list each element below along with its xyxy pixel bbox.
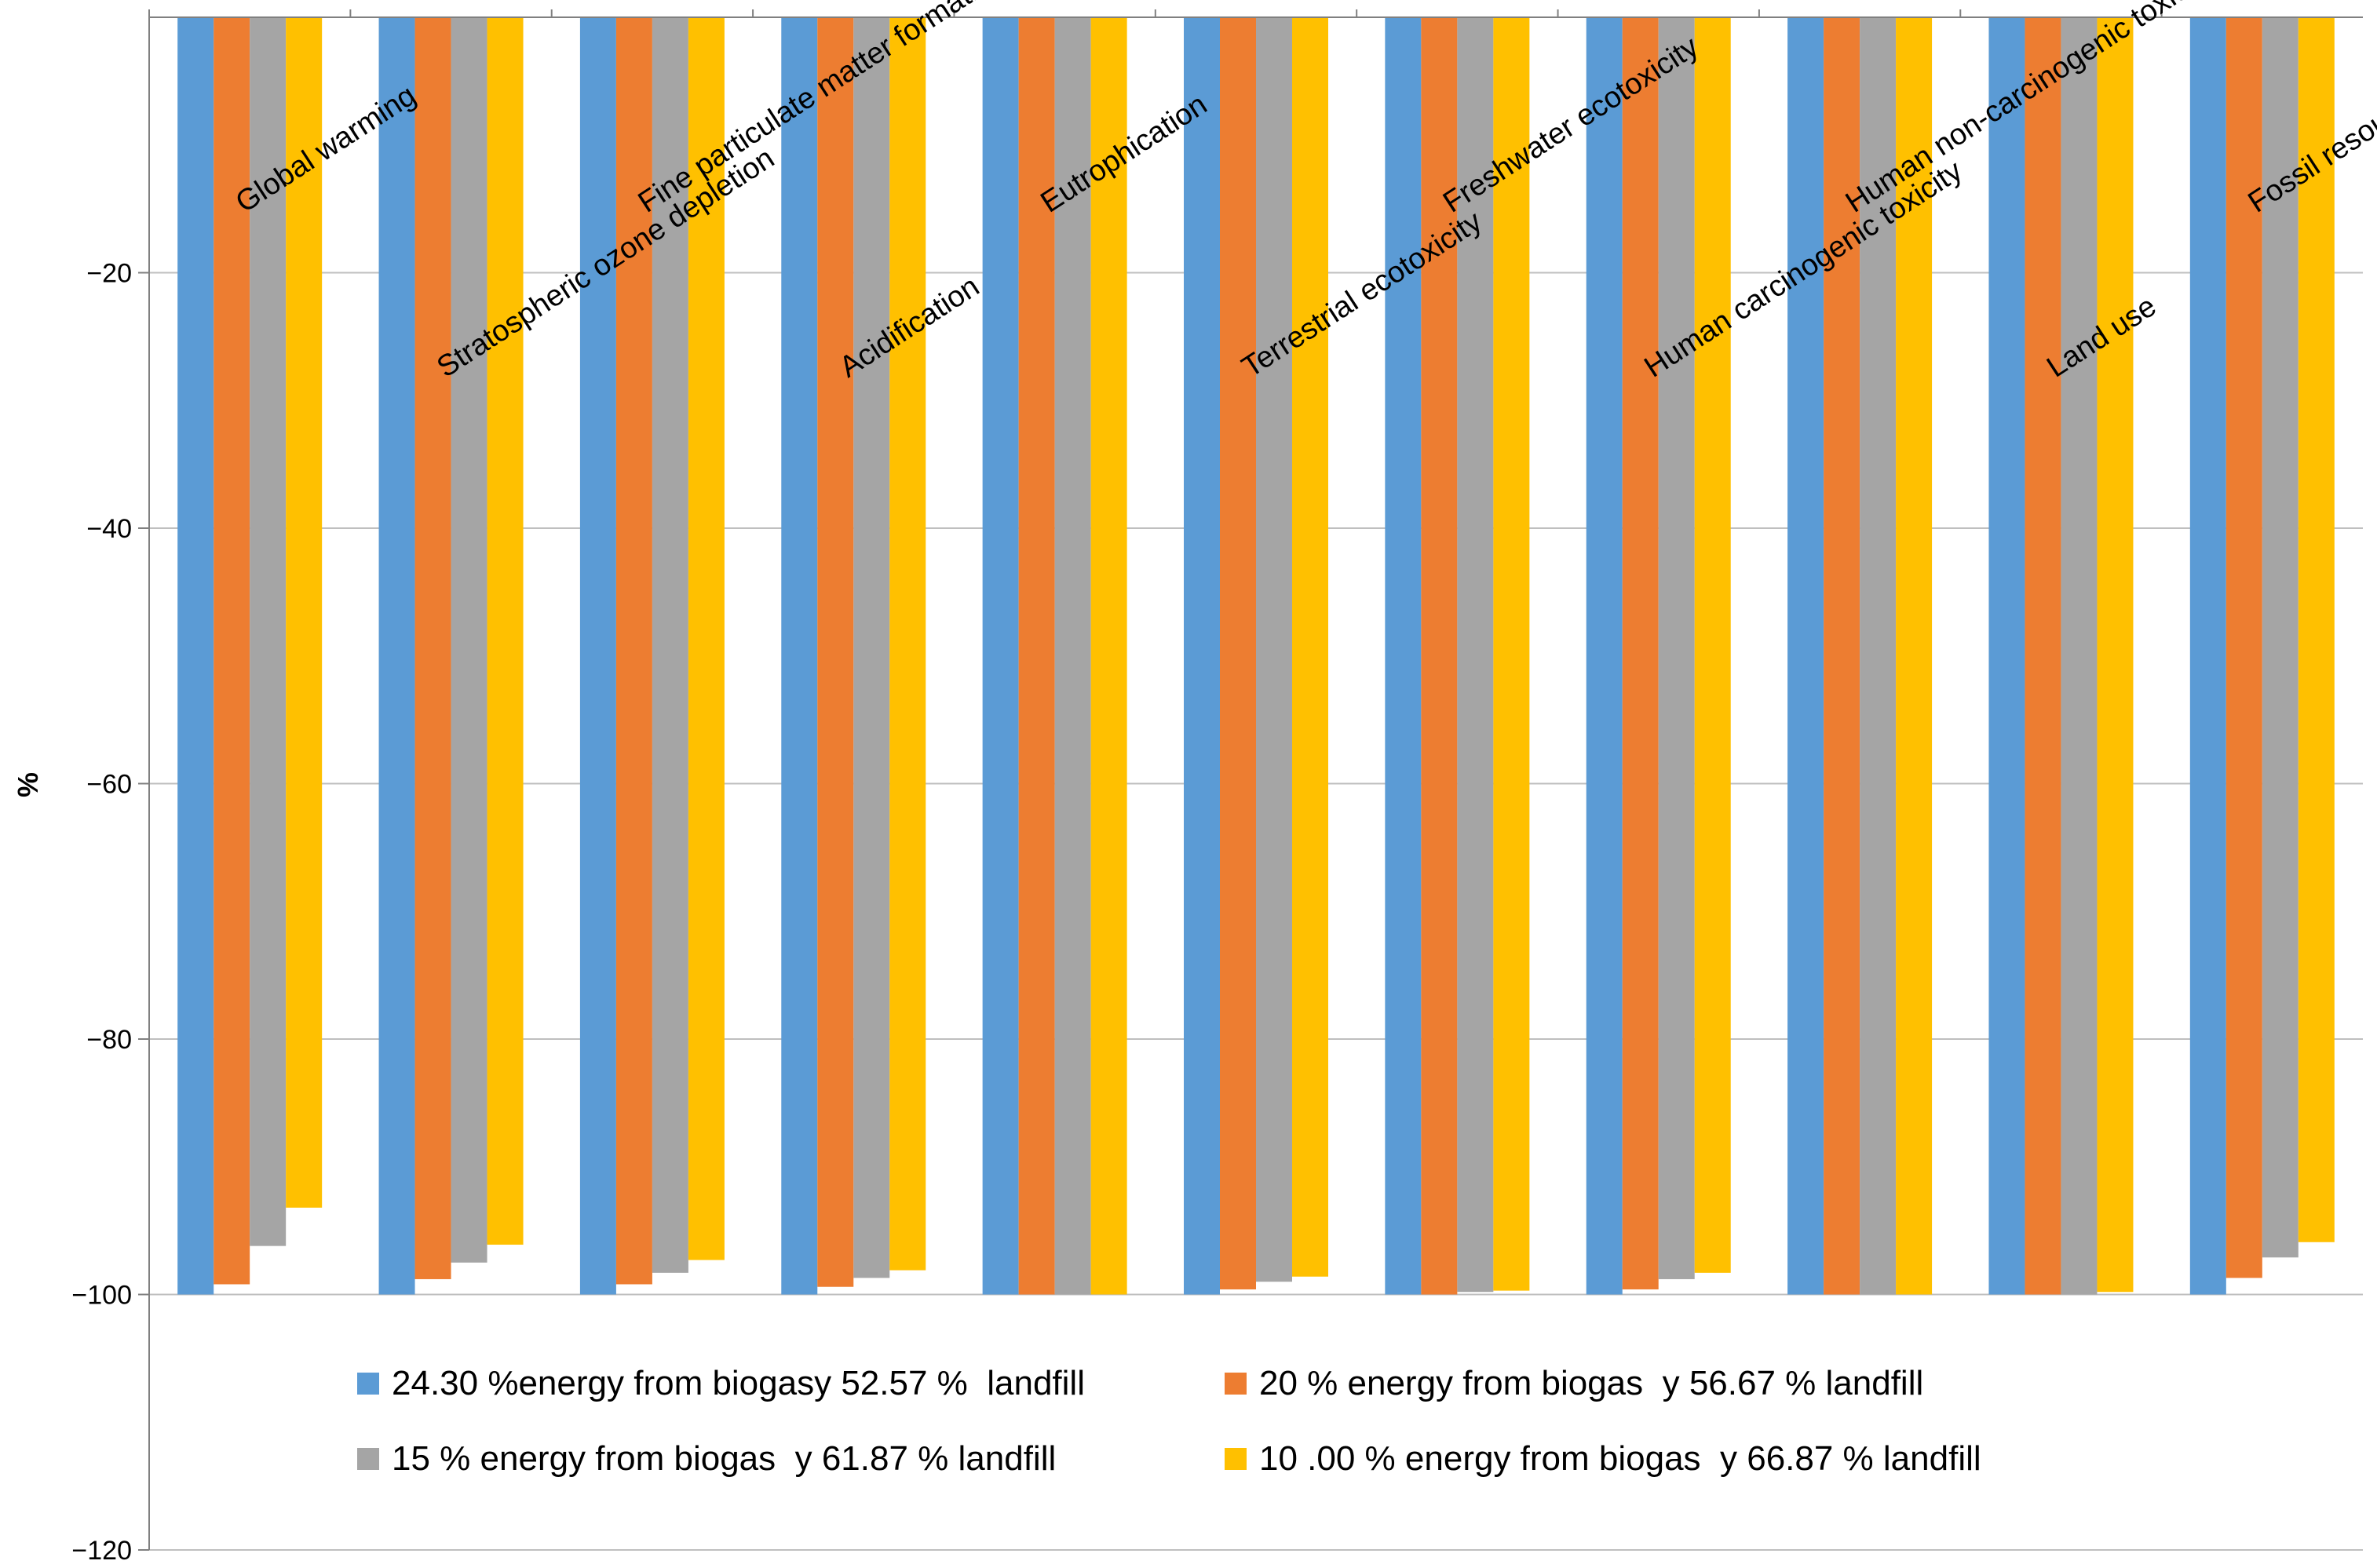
bar <box>1493 17 1530 1291</box>
legend-label: 10 .00 % energy from biogas y 66.87 % la… <box>1259 1439 1981 1478</box>
bar <box>652 17 688 1273</box>
legend-label: 15 % energy from biogas y 61.87 % landfi… <box>392 1439 1056 1478</box>
legend-swatch <box>357 1448 379 1470</box>
bar <box>889 17 926 1271</box>
bar <box>1658 17 1695 1279</box>
bar <box>1054 17 1091 1295</box>
legend-swatch <box>1225 1373 1247 1395</box>
bar <box>1586 17 1623 1295</box>
y-tick-label: −60 <box>86 770 132 800</box>
bar <box>1292 17 1328 1277</box>
bar <box>2189 17 2226 1295</box>
bar <box>688 17 725 1260</box>
bar <box>2061 17 2098 1295</box>
y-tick-label: −120 <box>71 1536 132 1566</box>
bar <box>1090 17 1127 1295</box>
bar <box>615 17 652 1285</box>
bar <box>414 17 451 1279</box>
axes: −20 −40 −60 −80 −100 −120 <box>71 9 2363 1566</box>
bar <box>2298 17 2335 1242</box>
bars <box>177 17 2335 1295</box>
legend: 24.30 %energy from biogasy 52.57 % landf… <box>357 1364 1981 1478</box>
bar <box>1457 17 1494 1293</box>
legend-label: 20 % energy from biogas y 56.67 % landfi… <box>1259 1364 1923 1402</box>
bar <box>817 17 854 1287</box>
bar <box>1694 17 1731 1273</box>
bar <box>1622 17 1659 1289</box>
bar <box>2262 17 2298 1258</box>
y-tick-label: −20 <box>86 259 132 289</box>
bar <box>1787 17 1824 1295</box>
y-axis-label: % <box>12 772 44 797</box>
bar <box>378 17 415 1295</box>
bar <box>451 17 487 1263</box>
bar <box>579 17 616 1295</box>
bar <box>2225 17 2262 1278</box>
bar <box>2025 17 2061 1295</box>
legend-swatch <box>357 1373 379 1395</box>
y-tick-label: −100 <box>71 1281 132 1311</box>
bar <box>982 17 1019 1295</box>
bar <box>853 17 890 1278</box>
legend-label: 24.30 %energy from biogasy 52.57 % landf… <box>392 1364 1085 1402</box>
bar <box>1184 17 1220 1295</box>
bar <box>1018 17 1055 1295</box>
bar <box>250 17 287 1246</box>
bar <box>1824 17 1860 1295</box>
legend-swatch <box>1225 1448 1247 1470</box>
bar <box>1896 17 1933 1295</box>
bar <box>1860 17 1897 1295</box>
y-tick-label: −80 <box>86 1025 132 1055</box>
bar <box>1421 17 1458 1295</box>
bar <box>2097 17 2134 1293</box>
y-tick-label: −40 <box>86 514 132 544</box>
bar <box>781 17 818 1295</box>
bar <box>286 17 323 1208</box>
bar <box>487 17 524 1245</box>
bar <box>1220 17 1256 1289</box>
bar <box>1988 17 2025 1295</box>
bar <box>1385 17 1422 1295</box>
bar <box>1256 17 1292 1282</box>
bar <box>214 17 250 1285</box>
bar <box>177 17 214 1295</box>
